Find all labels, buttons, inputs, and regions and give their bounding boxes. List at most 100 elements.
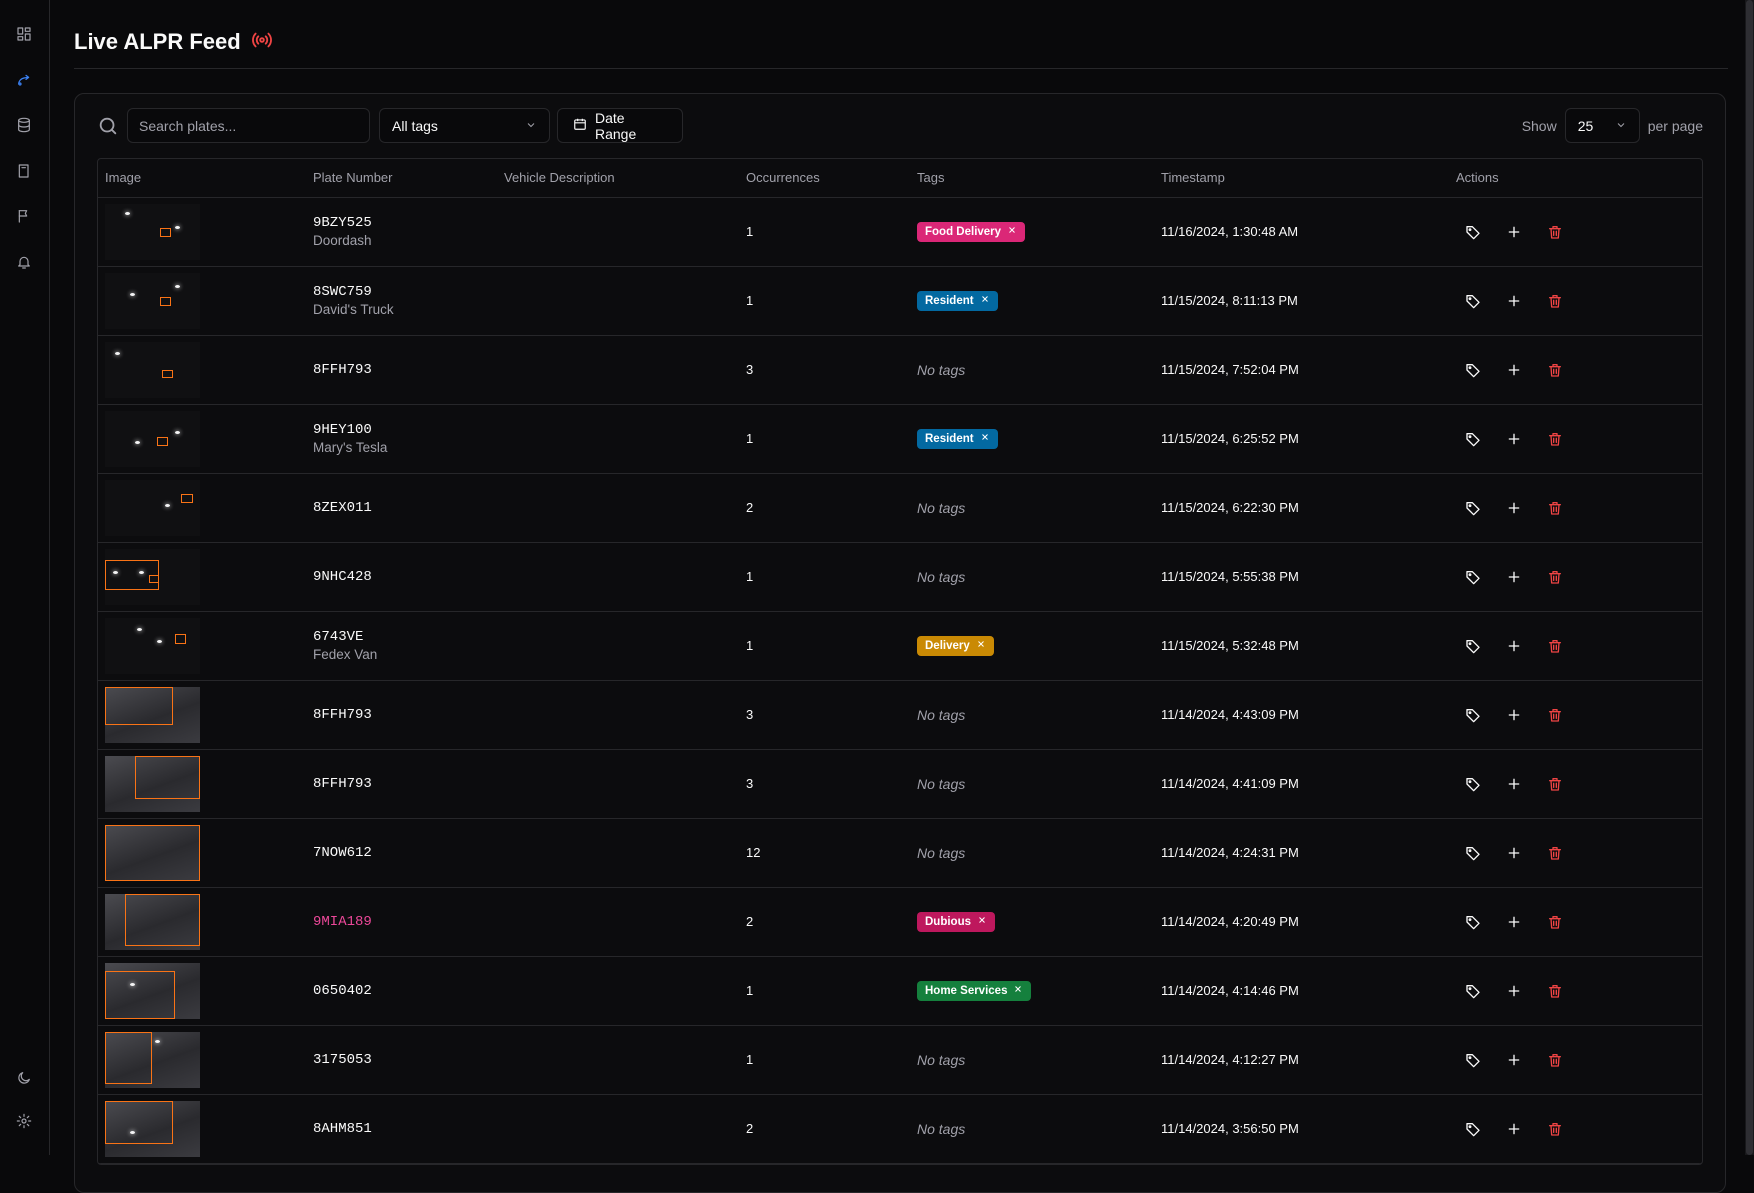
plate-number[interactable]: 6743VE [313, 629, 364, 645]
plus-icon[interactable] [1505, 499, 1523, 517]
table-row[interactable]: 9HEY100 Mary's Tesla 1 Resident 11/15/20… [98, 404, 1702, 474]
remove-tag-icon[interactable] [976, 639, 986, 652]
plate-number[interactable]: 9BZY525 [313, 215, 372, 231]
plus-icon[interactable] [1505, 1120, 1523, 1138]
table-row[interactable]: 7NOW612 12 No tags 11/14/2024, 4:24:31 P… [98, 818, 1702, 888]
remove-tag-icon[interactable] [977, 915, 987, 928]
capture-thumbnail[interactable] [105, 203, 200, 260]
search-input[interactable] [127, 108, 370, 143]
plus-icon[interactable] [1505, 223, 1523, 241]
trash-icon[interactable] [1546, 1120, 1564, 1138]
tag-icon[interactable] [1464, 361, 1482, 379]
table-row[interactable]: 9NHC428 1 No tags 11/15/2024, 5:55:38 PM [98, 542, 1702, 612]
capture-thumbnail[interactable] [105, 479, 200, 536]
tag-icon[interactable] [1464, 913, 1482, 931]
trash-icon[interactable] [1546, 223, 1564, 241]
plate-number[interactable]: 9MIA189 [313, 913, 372, 930]
plus-icon[interactable] [1505, 430, 1523, 448]
scrollbar[interactable] [1745, 0, 1754, 1155]
tag-icon[interactable] [1464, 637, 1482, 655]
tag-icon[interactable] [1464, 430, 1482, 448]
capture-thumbnail[interactable] [105, 272, 200, 329]
trash-icon[interactable] [1546, 775, 1564, 793]
trash-icon[interactable] [1546, 361, 1564, 379]
plate-number[interactable]: 9HEY100 [313, 422, 372, 438]
tag-icon[interactable] [1464, 292, 1482, 310]
capture-thumbnail[interactable] [105, 548, 200, 605]
plus-icon[interactable] [1505, 1051, 1523, 1069]
capture-thumbnail[interactable] [105, 824, 200, 881]
trash-icon[interactable] [1546, 706, 1564, 724]
table-row[interactable]: 9MIA189 2 Dubious 11/14/2024, 4:20:49 PM [98, 887, 1702, 957]
plate-number[interactable]: 8AHM851 [313, 1120, 372, 1137]
book-icon[interactable] [15, 162, 33, 180]
flag-icon[interactable] [15, 207, 33, 225]
plate-number[interactable]: 0650402 [313, 982, 372, 999]
table-row[interactable]: 8FFH793 3 No tags 11/15/2024, 7:52:04 PM [98, 335, 1702, 405]
table-row[interactable]: 0650402 1 Home Services 11/14/2024, 4:14… [98, 956, 1702, 1026]
trash-icon[interactable] [1546, 1051, 1564, 1069]
plus-icon[interactable] [1505, 568, 1523, 586]
capture-thumbnail[interactable] [105, 1031, 200, 1088]
capture-thumbnail[interactable] [105, 1100, 200, 1157]
tag-icon[interactable] [1464, 775, 1482, 793]
tag-icon[interactable] [1464, 223, 1482, 241]
trash-icon[interactable] [1546, 430, 1564, 448]
table-row[interactable]: 8ZEX011 2 No tags 11/15/2024, 6:22:30 PM [98, 473, 1702, 543]
capture-thumbnail[interactable] [105, 410, 200, 467]
tag-icon[interactable] [1464, 844, 1482, 862]
plus-icon[interactable] [1505, 292, 1523, 310]
plate-number[interactable]: 9NHC428 [313, 568, 372, 585]
per-page-select[interactable]: 25 [1564, 108, 1640, 143]
tag-icon[interactable] [1464, 568, 1482, 586]
remove-tag-icon[interactable] [980, 294, 990, 307]
table-row[interactable]: 8FFH793 3 No tags 11/14/2024, 4:43:09 PM [98, 680, 1702, 750]
remove-tag-icon[interactable] [1007, 225, 1017, 238]
plus-icon[interactable] [1505, 913, 1523, 931]
plus-icon[interactable] [1505, 775, 1523, 793]
plate-number[interactable]: 8FFH793 [313, 706, 372, 723]
trash-icon[interactable] [1546, 568, 1564, 586]
plate-number[interactable]: 7NOW612 [313, 844, 372, 861]
trash-icon[interactable] [1546, 982, 1564, 1000]
trash-icon[interactable] [1546, 637, 1564, 655]
plate-number[interactable]: 8SWC759 [313, 284, 372, 300]
moon-icon[interactable] [15, 1069, 33, 1087]
plate-number[interactable]: 8ZEX011 [313, 499, 372, 516]
table-row[interactable]: 8SWC759 David's Truck 1 Resident 11/15/2… [98, 266, 1702, 336]
dashboard-icon[interactable] [15, 25, 33, 43]
plate-number[interactable]: 3175053 [313, 1051, 372, 1068]
tag-icon[interactable] [1464, 982, 1482, 1000]
feed-icon[interactable] [15, 71, 33, 89]
remove-tag-icon[interactable] [1013, 984, 1023, 997]
bell-icon[interactable] [15, 253, 33, 271]
trash-icon[interactable] [1546, 499, 1564, 517]
plus-icon[interactable] [1505, 637, 1523, 655]
plus-icon[interactable] [1505, 844, 1523, 862]
tag-icon[interactable] [1464, 1120, 1482, 1138]
table-row[interactable]: 6743VE Fedex Van 1 Delivery 11/15/2024, … [98, 611, 1702, 681]
date-range-button[interactable]: Date Range [557, 108, 683, 143]
trash-icon[interactable] [1546, 913, 1564, 931]
plus-icon[interactable] [1505, 982, 1523, 1000]
capture-thumbnail[interactable] [105, 755, 200, 812]
tag-filter-select[interactable]: All tags [379, 108, 550, 143]
tag-icon[interactable] [1464, 499, 1482, 517]
table-row[interactable]: 8AHM851 2 No tags 11/14/2024, 3:56:50 PM [98, 1094, 1702, 1164]
table-row[interactable]: 9BZY525 Doordash 1 Food Delivery 11/16/2… [98, 197, 1702, 267]
settings-icon[interactable] [15, 1112, 33, 1130]
plus-icon[interactable] [1505, 706, 1523, 724]
remove-tag-icon[interactable] [980, 432, 990, 445]
capture-thumbnail[interactable] [105, 893, 200, 950]
plus-icon[interactable] [1505, 361, 1523, 379]
plate-number[interactable]: 8FFH793 [313, 361, 372, 378]
scrollbar-thumb[interactable] [1746, 0, 1753, 1155]
capture-thumbnail[interactable] [105, 341, 200, 398]
table-row[interactable]: 3175053 1 No tags 11/14/2024, 4:12:27 PM [98, 1025, 1702, 1095]
table-row[interactable]: 8FFH793 3 No tags 11/14/2024, 4:41:09 PM [98, 749, 1702, 819]
capture-thumbnail[interactable] [105, 686, 200, 743]
plate-number[interactable]: 8FFH793 [313, 775, 372, 792]
tag-icon[interactable] [1464, 1051, 1482, 1069]
trash-icon[interactable] [1546, 292, 1564, 310]
tag-icon[interactable] [1464, 706, 1482, 724]
